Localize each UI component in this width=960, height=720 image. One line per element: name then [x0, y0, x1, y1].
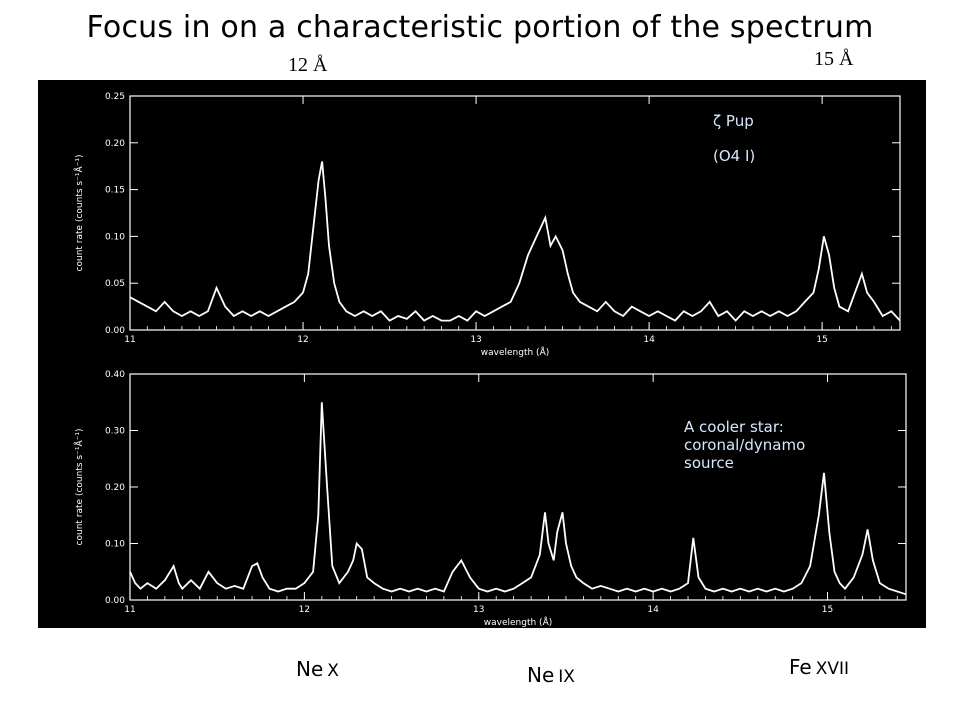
line-label-ne-x: Ne X [296, 657, 339, 681]
y-tick-label: 0.30 [105, 427, 125, 437]
spectrum-trace [129, 161, 901, 322]
y-tick-label: 0.10 [105, 232, 125, 242]
annotation-0: ζ Pup [713, 112, 754, 130]
y-tick-label: 0.40 [105, 370, 125, 380]
y-tick-label: 0.20 [105, 139, 125, 149]
line-label-ne-ix: Ne IX [527, 663, 575, 687]
x-tick-label: 12 [299, 605, 310, 615]
spectrum-trace [129, 402, 907, 596]
y-tick-label: 0.25 [105, 92, 125, 102]
line-label-ne-x-element: Ne [296, 657, 324, 681]
cool-star-spectrum-panel: 11 12 13 14 15 0.00 0.10 0.20 0.30 0.40 wavelength… [38, 360, 926, 628]
y-tick-label: 0.10 [105, 540, 125, 550]
wavelength-mark-12: 12 Å [288, 54, 328, 76]
x-tick-label: 14 [647, 605, 659, 615]
slide-title: Focus in on a characteristic portion of … [86, 10, 874, 45]
y-axis-label: count rate (counts s⁻¹Å⁻¹) [73, 155, 85, 272]
line-label-fe-xvii-ion: XVII [815, 659, 850, 679]
y-axis-label: count rate (counts s⁻¹Å⁻¹) [73, 429, 85, 546]
wavelength-mark-15: 15 Å [814, 48, 854, 70]
line-label-fe-xvii: Fe XVII [789, 655, 849, 679]
y-tick-label: 0.15 [105, 186, 125, 196]
x-tick-label: 11 [124, 605, 135, 615]
plot-frame [129, 373, 907, 601]
x-axis-label: wavelength (Å) [484, 616, 552, 628]
annotation-1: (O4 I) [713, 147, 755, 165]
line-label-fe-xvii-element: Fe [789, 655, 812, 679]
zeta-pup-spectrum-chart: 11 12 13 14 15 0.00 0.05 0.10 0.15 0.20 0.25 wavele… [73, 92, 901, 358]
x-tick-label: 15 [816, 335, 827, 345]
x-tick-label: 12 [297, 335, 308, 345]
line-label-ne-x-ion: X [327, 661, 339, 681]
y-tick-label: 0.00 [105, 596, 125, 606]
x-tick-label: 13 [470, 335, 481, 345]
y-tick-label: 0.00 [105, 326, 125, 336]
annotation-0: A cooler star: [684, 418, 784, 436]
annotation-2: source [684, 454, 734, 472]
x-tick-label: 14 [643, 335, 655, 345]
x-tick-label: 11 [124, 335, 135, 345]
line-label-ne-ix-ion: IX [558, 667, 575, 687]
line-label-ne-ix-element: Ne [527, 663, 555, 687]
cool-star-spectrum-chart: 11 12 13 14 15 0.00 0.10 0.20 0.30 0.40 wavelength… [73, 370, 907, 628]
plot-frame [129, 95, 901, 331]
y-tick-label: 0.20 [105, 483, 125, 493]
x-tick-label: 13 [473, 605, 484, 615]
zeta-pup-spectrum-panel: 11 12 13 14 15 0.00 0.05 0.10 0.15 0.20 0.25 wavele… [38, 80, 926, 360]
annotation-1: coronal/dynamo [684, 436, 805, 454]
x-axis-label: wavelength (Å) [481, 346, 549, 358]
y-tick-label: 0.05 [105, 279, 125, 289]
x-tick-label: 15 [822, 605, 833, 615]
